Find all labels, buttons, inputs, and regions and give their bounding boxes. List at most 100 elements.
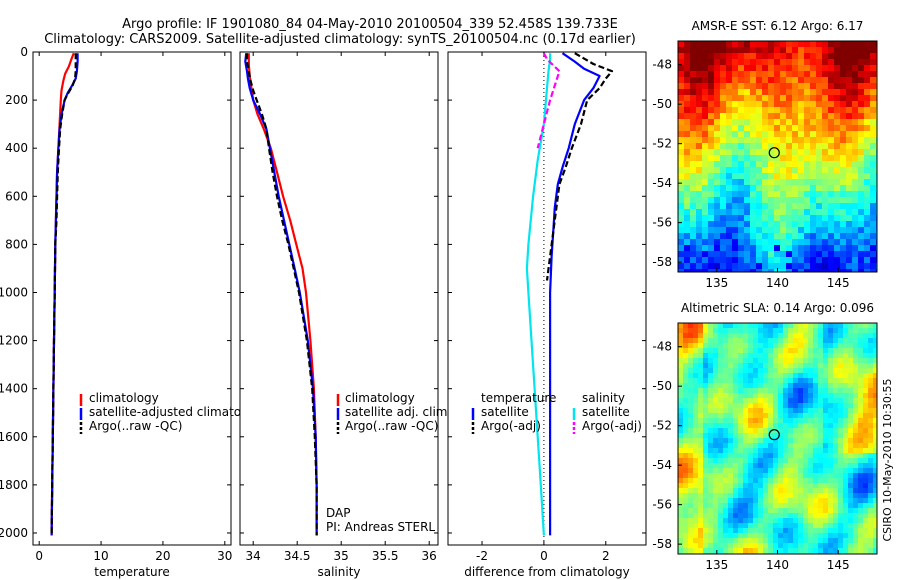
sst_map-cell [822,269,828,272]
sst_map-cell [852,131,858,137]
sst_map-cell [828,227,834,233]
sst_map-cell [864,161,870,167]
sst_map-cell [858,161,864,167]
sla_map-cell [833,388,838,393]
sla_map-cell [828,508,833,513]
sst_map-cell [708,137,714,143]
sst_map-cell [810,227,816,233]
sst_map-cell [828,155,834,161]
sst_map-cell [684,185,690,191]
sla_map-cell [758,518,763,523]
sst_map-cell [744,263,750,269]
sla_map-cell [808,448,813,453]
sla_map-cell [763,503,768,508]
temperature-series-argo-raw-qc- [50,53,77,536]
sst_map-cell [732,215,738,221]
sla_map-cell [838,348,843,353]
sst_map-cell [864,125,870,131]
sla_map-cell [773,328,778,333]
sla_map-cell [763,438,768,443]
sla_map-cell [758,393,763,398]
sla_map-cell [823,458,828,463]
sla_map-title: Altimetric SLA: 0.14 Argo: 0.096 [681,301,874,315]
sla_map-cell [728,523,733,528]
sla_map-cell [698,523,703,528]
sst_map-cell [756,113,762,119]
sla_map-cell [678,413,683,418]
sst_map-cell [858,221,864,227]
sst_map-cell [786,131,792,137]
sst_map-cell [810,269,816,272]
sla_map-cell [713,348,718,353]
sla_map-cell [698,363,703,368]
sst_map-cell [768,149,774,155]
sla_map-cell [738,528,743,533]
sla_map-cell [693,383,698,388]
sla_map-cell [718,488,723,493]
sla_map-cell [763,323,768,328]
sla_map-cell [708,358,713,363]
sla_map-cell [868,478,873,483]
sla_map-cell [788,498,793,503]
sla_map-cell [683,383,688,388]
sst_map-cell [840,251,846,257]
sla_map-cell [763,533,768,538]
sla_map-cell [728,453,733,458]
sla_map-cell [808,543,813,548]
sla_map-cell [723,468,728,473]
sst_map-cell [684,257,690,263]
sla_map-cell [868,398,873,403]
sla_map-cell [813,443,818,448]
sst_map-cell [738,143,744,149]
sst_map-ytick-label: -50 [652,97,672,111]
sla_map-cell [758,503,763,508]
sst_map-cell [756,179,762,185]
sla_map-cell [688,403,693,408]
sla_map-cell [803,418,808,423]
sla_map-cell [823,478,828,483]
sst_map-cell [768,65,774,71]
sst_map-cell [870,95,876,101]
sst_map-cell [726,239,732,245]
sla_map-cell [783,373,788,378]
sla_map-cell [833,498,838,503]
sst_map-cell [780,179,786,185]
sla_map-cell [688,433,693,438]
sla_map-cell [768,473,773,478]
sla_map-cell [698,473,703,478]
sla_map-cell [733,443,738,448]
sla_map-cell [873,383,877,388]
sst_map-cell [780,215,786,221]
sla_map-cell [863,423,868,428]
sla_map-cell [818,463,823,468]
sla_map-cell [843,453,848,458]
sla_map-cell [868,343,873,348]
sla_map-cell [733,513,738,518]
sla_map-cell [838,453,843,458]
sla_map-cell [773,453,778,458]
sla_map-cell [838,403,843,408]
sst_map-cell [780,209,786,215]
sla_map-cell [798,448,803,453]
sst_map-cell [720,71,726,77]
sst_map-cell [810,203,816,209]
sla_map-cell [783,498,788,503]
sla_map-cell [738,348,743,353]
sla_map-cell [703,348,708,353]
sst_map-cell [762,269,768,272]
sst_map-cell [870,143,876,149]
sla_map-cell [763,548,768,553]
sst_map-cell [864,89,870,95]
sla_map-cell [788,508,793,513]
sla_map-cell [788,448,793,453]
sla_map-cell [688,458,693,463]
sla_map-cell [773,538,778,543]
sst_map-cell [834,167,840,173]
sla_map-cell [793,388,798,393]
sst_map-cell [774,179,780,185]
sla_map-cell [858,343,863,348]
sst_map-cell [768,107,774,113]
sla_map-cell [828,468,833,473]
sla_map-cell [713,423,718,428]
sst_map-cell [810,71,816,77]
